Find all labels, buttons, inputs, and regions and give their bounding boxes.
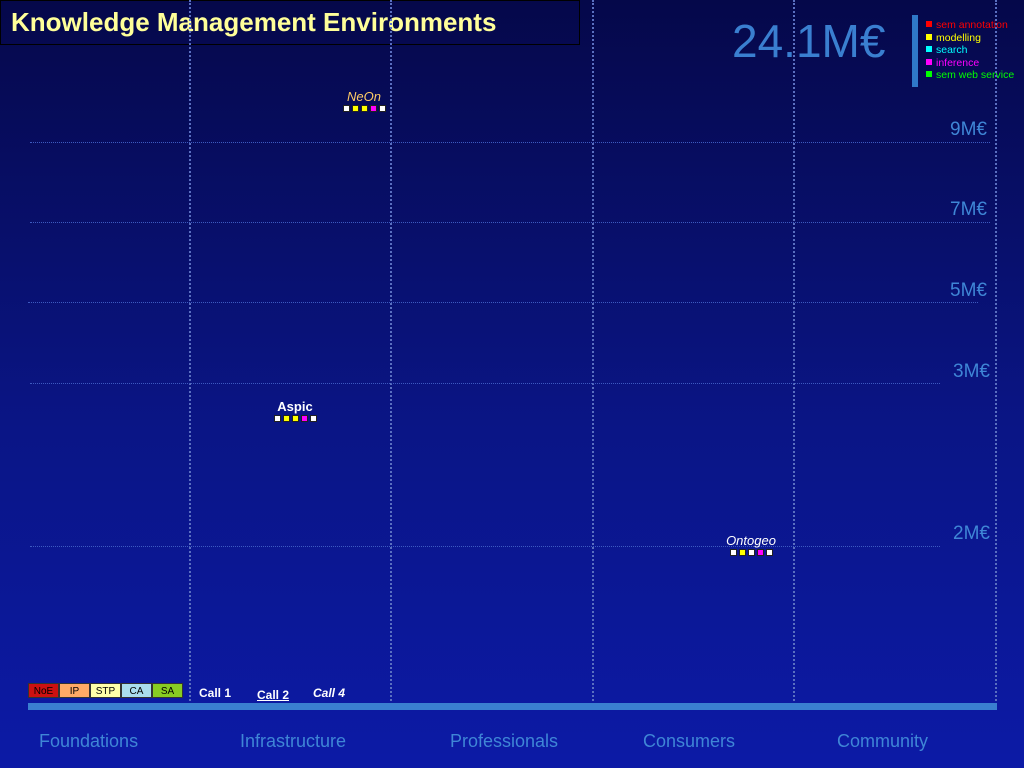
topic-square (342, 105, 350, 112)
project-name: Ontogeo (726, 533, 776, 548)
legend-label: modelling (936, 31, 981, 44)
legend-swatch (926, 33, 932, 40)
topic-square (378, 105, 386, 112)
total-divider (912, 15, 918, 87)
legend-label: search (936, 44, 968, 56)
legend-swatch (926, 46, 932, 52)
column-divider (390, 0, 392, 705)
level-line-9m (30, 142, 990, 143)
project-aspic[interactable]: Aspic (267, 399, 323, 422)
title-box: Knowledge Management Environments (0, 0, 580, 45)
legend-swatch (926, 58, 932, 65)
legend-swatch (926, 21, 932, 27)
topic-square (756, 549, 764, 556)
legend-item: inference (926, 57, 1014, 70)
instrument-key: NoE IP STP CA SA (28, 683, 183, 698)
legend-label: sem annotation (936, 19, 1008, 31)
topic-square (291, 415, 299, 422)
topic-square (300, 415, 308, 422)
topic-square (282, 415, 290, 422)
level-line-3m (30, 383, 940, 384)
level-label-5m: 5M€ (950, 280, 987, 301)
category-consumers: Consumers (643, 731, 736, 751)
key-noe: NoE (28, 683, 59, 698)
topic-square (351, 105, 359, 112)
legend-item: sem annotation (926, 19, 1014, 32)
project-neon[interactable]: NeOn (336, 89, 392, 112)
legend-item: search (926, 44, 1014, 57)
column-divider (189, 0, 191, 705)
project-topic-squares (718, 549, 784, 556)
legend-item: sem web service (926, 69, 1014, 82)
category-foundations: Foundations (39, 731, 139, 751)
topic-square (738, 549, 746, 556)
legend-label: sem web service (936, 69, 1015, 81)
legend: sem annotation modelling search inferenc… (926, 19, 1014, 82)
key-ip: IP (59, 683, 90, 698)
bottom-axis-bar (28, 703, 997, 710)
level-line-2m (30, 546, 940, 547)
project-topic-squares (267, 415, 323, 422)
topic-square (765, 549, 773, 556)
topic-square (360, 105, 368, 112)
topic-square (729, 549, 737, 556)
column-divider (793, 0, 795, 705)
level-label-9m: 9M€ (950, 119, 987, 140)
legend-swatch (926, 71, 932, 77)
category-infrastructure: Infrastructure (240, 731, 347, 751)
project-topic-squares (336, 105, 392, 112)
page-title: Knowledge Management Environments (11, 7, 497, 37)
key-ca: CA (121, 683, 152, 698)
call-4-link[interactable]: Call 4 (313, 686, 346, 700)
level-label-3m: 3M€ (953, 361, 990, 382)
topic-square (273, 415, 281, 422)
project-name: NeOn (347, 89, 381, 104)
topic-square (369, 105, 377, 112)
column-divider (592, 0, 594, 705)
level-line-5m (28, 302, 978, 303)
legend-item: modelling (926, 32, 1014, 45)
topic-square (747, 549, 755, 556)
column-divider (995, 0, 997, 705)
project-ontogeo[interactable]: Ontogeo (718, 533, 784, 556)
project-name: Aspic (277, 399, 313, 414)
category-professionals: Professionals (450, 731, 559, 751)
level-label-2m: 2M€ (953, 523, 990, 544)
key-sa: SA (152, 683, 183, 698)
call-2-link[interactable]: Call 2 (257, 688, 290, 702)
total-budget: 24.1M€ (732, 15, 886, 67)
category-community: Community (837, 731, 929, 751)
topic-square (309, 415, 317, 422)
legend-label: inference (936, 56, 980, 69)
call-1-link[interactable]: Call 1 (199, 686, 232, 700)
key-stp: STP (90, 683, 121, 698)
level-label-7m: 7M€ (950, 199, 987, 220)
level-line-7m (30, 222, 990, 223)
